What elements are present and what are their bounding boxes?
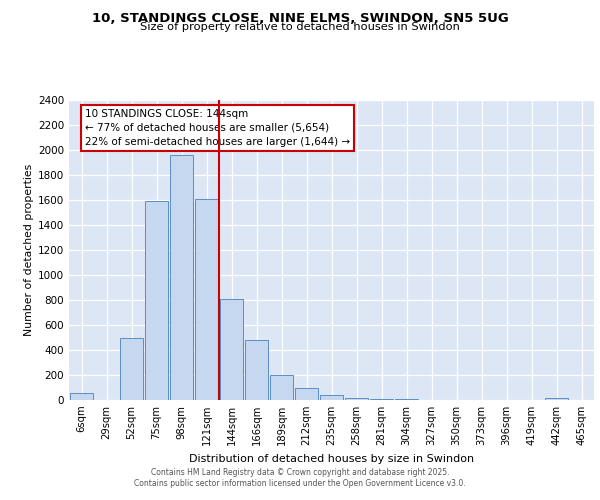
Bar — [345, 398, 368, 400]
Bar — [70, 393, 93, 400]
X-axis label: Distribution of detached houses by size in Swindon: Distribution of detached houses by size … — [189, 454, 474, 464]
Bar — [220, 298, 243, 400]
Text: 10, STANDINGS CLOSE, NINE ELMS, SWINDON, SN5 5UG: 10, STANDINGS CLOSE, NINE ELMS, SWINDON,… — [92, 12, 508, 26]
Bar — [295, 388, 318, 400]
Bar — [120, 338, 143, 400]
Bar — [170, 155, 193, 400]
Text: Size of property relative to detached houses in Swindon: Size of property relative to detached ho… — [140, 22, 460, 32]
Bar — [545, 398, 568, 400]
Bar — [320, 395, 343, 400]
Bar — [245, 340, 268, 400]
Bar — [370, 399, 393, 400]
Y-axis label: Number of detached properties: Number of detached properties — [24, 164, 34, 336]
Text: 10 STANDINGS CLOSE: 144sqm
← 77% of detached houses are smaller (5,654)
22% of s: 10 STANDINGS CLOSE: 144sqm ← 77% of deta… — [85, 109, 350, 147]
Text: Contains HM Land Registry data © Crown copyright and database right 2025.
Contai: Contains HM Land Registry data © Crown c… — [134, 468, 466, 487]
Bar — [270, 375, 293, 400]
Bar — [195, 200, 218, 400]
Bar — [145, 200, 168, 400]
